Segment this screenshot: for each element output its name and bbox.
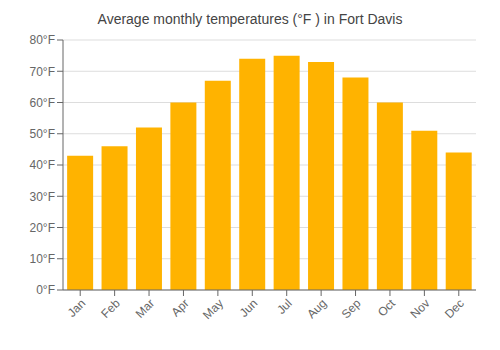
svg-text:30°F: 30°F (30, 190, 55, 204)
svg-text:Oct: Oct (375, 296, 399, 320)
html-text:Average monthly temperatures (: Average monthly temperatures (°F ) in Fo… (97, 11, 403, 27)
svg-text:60°F: 60°F (30, 96, 55, 110)
svg-text:80°F: 80°F (30, 33, 55, 47)
svg-text:10°F: 10°F (30, 252, 55, 266)
svg-text:70°F: 70°F (30, 65, 55, 79)
svg-text:May: May (200, 296, 226, 322)
svg-text:Jun: Jun (237, 296, 261, 320)
svg-text:Sep: Sep (339, 296, 364, 321)
svg-text:Jul: Jul (274, 296, 295, 317)
svg-text:20°F: 20°F (30, 221, 55, 235)
svg-text:50°F: 50°F (30, 127, 55, 141)
svg-text:Dec: Dec (442, 296, 467, 321)
svg-text:Nov: Nov (408, 296, 433, 321)
svg-text:Jan: Jan (65, 296, 89, 320)
svg-text:Aug: Aug (304, 296, 329, 321)
svg-text:40°F: 40°F (30, 158, 55, 172)
svg-text:Mar: Mar (133, 296, 158, 321)
svg-text:0°F: 0°F (36, 283, 55, 297)
svg-text:Apr: Apr (168, 296, 191, 319)
svg-text:Feb: Feb (98, 296, 123, 321)
